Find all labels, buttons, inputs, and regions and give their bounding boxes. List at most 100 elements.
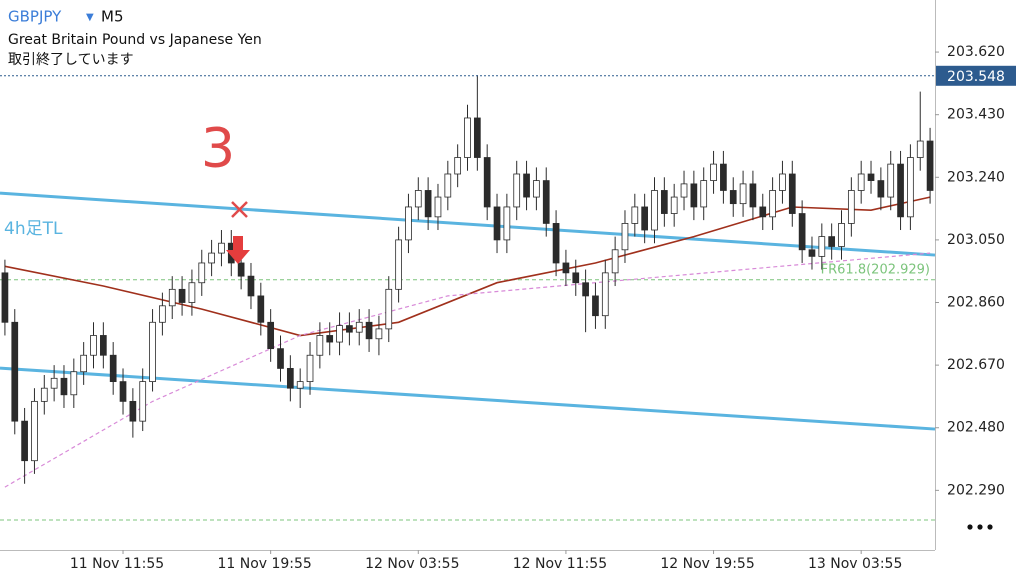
candle-body [572,272,580,284]
candle-body [70,371,78,396]
moving-average [4,252,931,488]
candle-body [80,354,88,373]
candle-body [621,223,629,251]
annotation-number: 3 [201,117,235,180]
candle-body [139,381,147,422]
candle-body [1,272,9,323]
overlay: GBPJPY ▼ M5 Great Britain Pound vs Japan… [8,8,993,530]
candle-body [405,206,412,241]
candle-body [582,282,589,297]
candle-body [926,140,934,191]
candle-body [444,173,452,198]
candle-body [424,190,432,218]
candle-body [178,288,186,303]
candle-body [916,140,924,158]
candle-body [611,249,619,274]
candle-body [286,368,294,389]
x-tick-label: 12 Nov 03:55 [365,556,459,572]
candle-body [454,157,462,175]
candle-body [601,272,609,317]
candle-body [50,377,58,389]
candle-body [277,348,284,369]
candle-body [660,190,668,214]
candle-body [483,157,491,208]
candle-body [60,377,68,396]
timeframe[interactable]: M5 [101,8,124,26]
candle-body [828,236,836,247]
x-tick-label: 13 Nov 03:55 [808,556,902,572]
y-tick-label: 202.480 [947,420,1005,436]
candle-body [218,242,225,254]
candle-body [237,262,245,277]
candle-body [808,249,816,257]
x-tick-label: 12 Nov 11:55 [513,556,607,572]
candle-body [720,163,727,191]
candle-body [208,252,215,264]
candle-body [897,163,904,218]
y-tick-label: 203.050 [947,232,1005,248]
current-price-tag [936,65,1016,86]
candle-body [592,295,599,317]
symbol-description: Great Britain Pound vs Japanese Yen [8,32,262,48]
candle-body [90,335,97,356]
candle-body [247,275,255,297]
candle-body [818,236,826,257]
candle-body [542,180,550,224]
candle-body [651,190,658,231]
current-price-label: 203.548 [947,69,1005,85]
candle-body [375,328,383,340]
candle-body [690,183,698,208]
candle-body [533,180,540,198]
candle-body [336,325,343,343]
candle-body [641,206,649,231]
candle-body [188,282,196,303]
candle-body [473,117,481,158]
candle-body [798,213,806,251]
candle-body [907,157,914,218]
candle-body [296,381,304,389]
candle-body [267,321,275,350]
candle-body [395,239,402,290]
candle-body [838,223,845,247]
more-button[interactable] [967,524,993,530]
candle-body [11,321,19,422]
candle-body [729,190,737,205]
y-tick-label: 202.670 [947,357,1005,373]
candle-body [857,173,865,191]
candle-body [887,163,895,198]
candle-body [749,183,757,208]
x-tick-label: 11 Nov 11:55 [70,556,164,572]
candle-body [119,381,127,402]
candle-body [788,173,796,214]
y-tick-label: 203.620 [947,44,1005,60]
candle-body [149,321,156,383]
candle-body [129,400,137,422]
y-tick-label: 202.290 [947,482,1005,498]
cross-marker [231,201,248,218]
candle-body [759,206,767,218]
candle-body [21,420,28,462]
candle-body [847,190,855,224]
candle-body [562,262,570,274]
down-arrow [226,236,250,264]
candle-body [109,354,117,383]
symbol-dropdown-icon[interactable]: ▼ [86,12,94,23]
candle-body [493,206,501,241]
candle-body [40,387,48,402]
y-tick-label: 202.860 [947,295,1005,311]
symbol[interactable]: GBPJPY [8,8,62,26]
candle-body [434,196,442,218]
candle-body [700,180,708,208]
candle-body [779,173,786,191]
level-label: FR61.8(202.929) [821,262,930,277]
x-tick-label: 12 Nov 19:55 [660,556,754,572]
candle-body [159,305,166,323]
candle-body [168,288,176,307]
candle-body [552,223,560,264]
candle-body [306,354,314,383]
candle-body [877,180,885,198]
candle-body [257,295,265,323]
candle-body [670,196,678,214]
y-tick-label: 203.240 [947,169,1005,185]
candle-body [769,190,776,218]
